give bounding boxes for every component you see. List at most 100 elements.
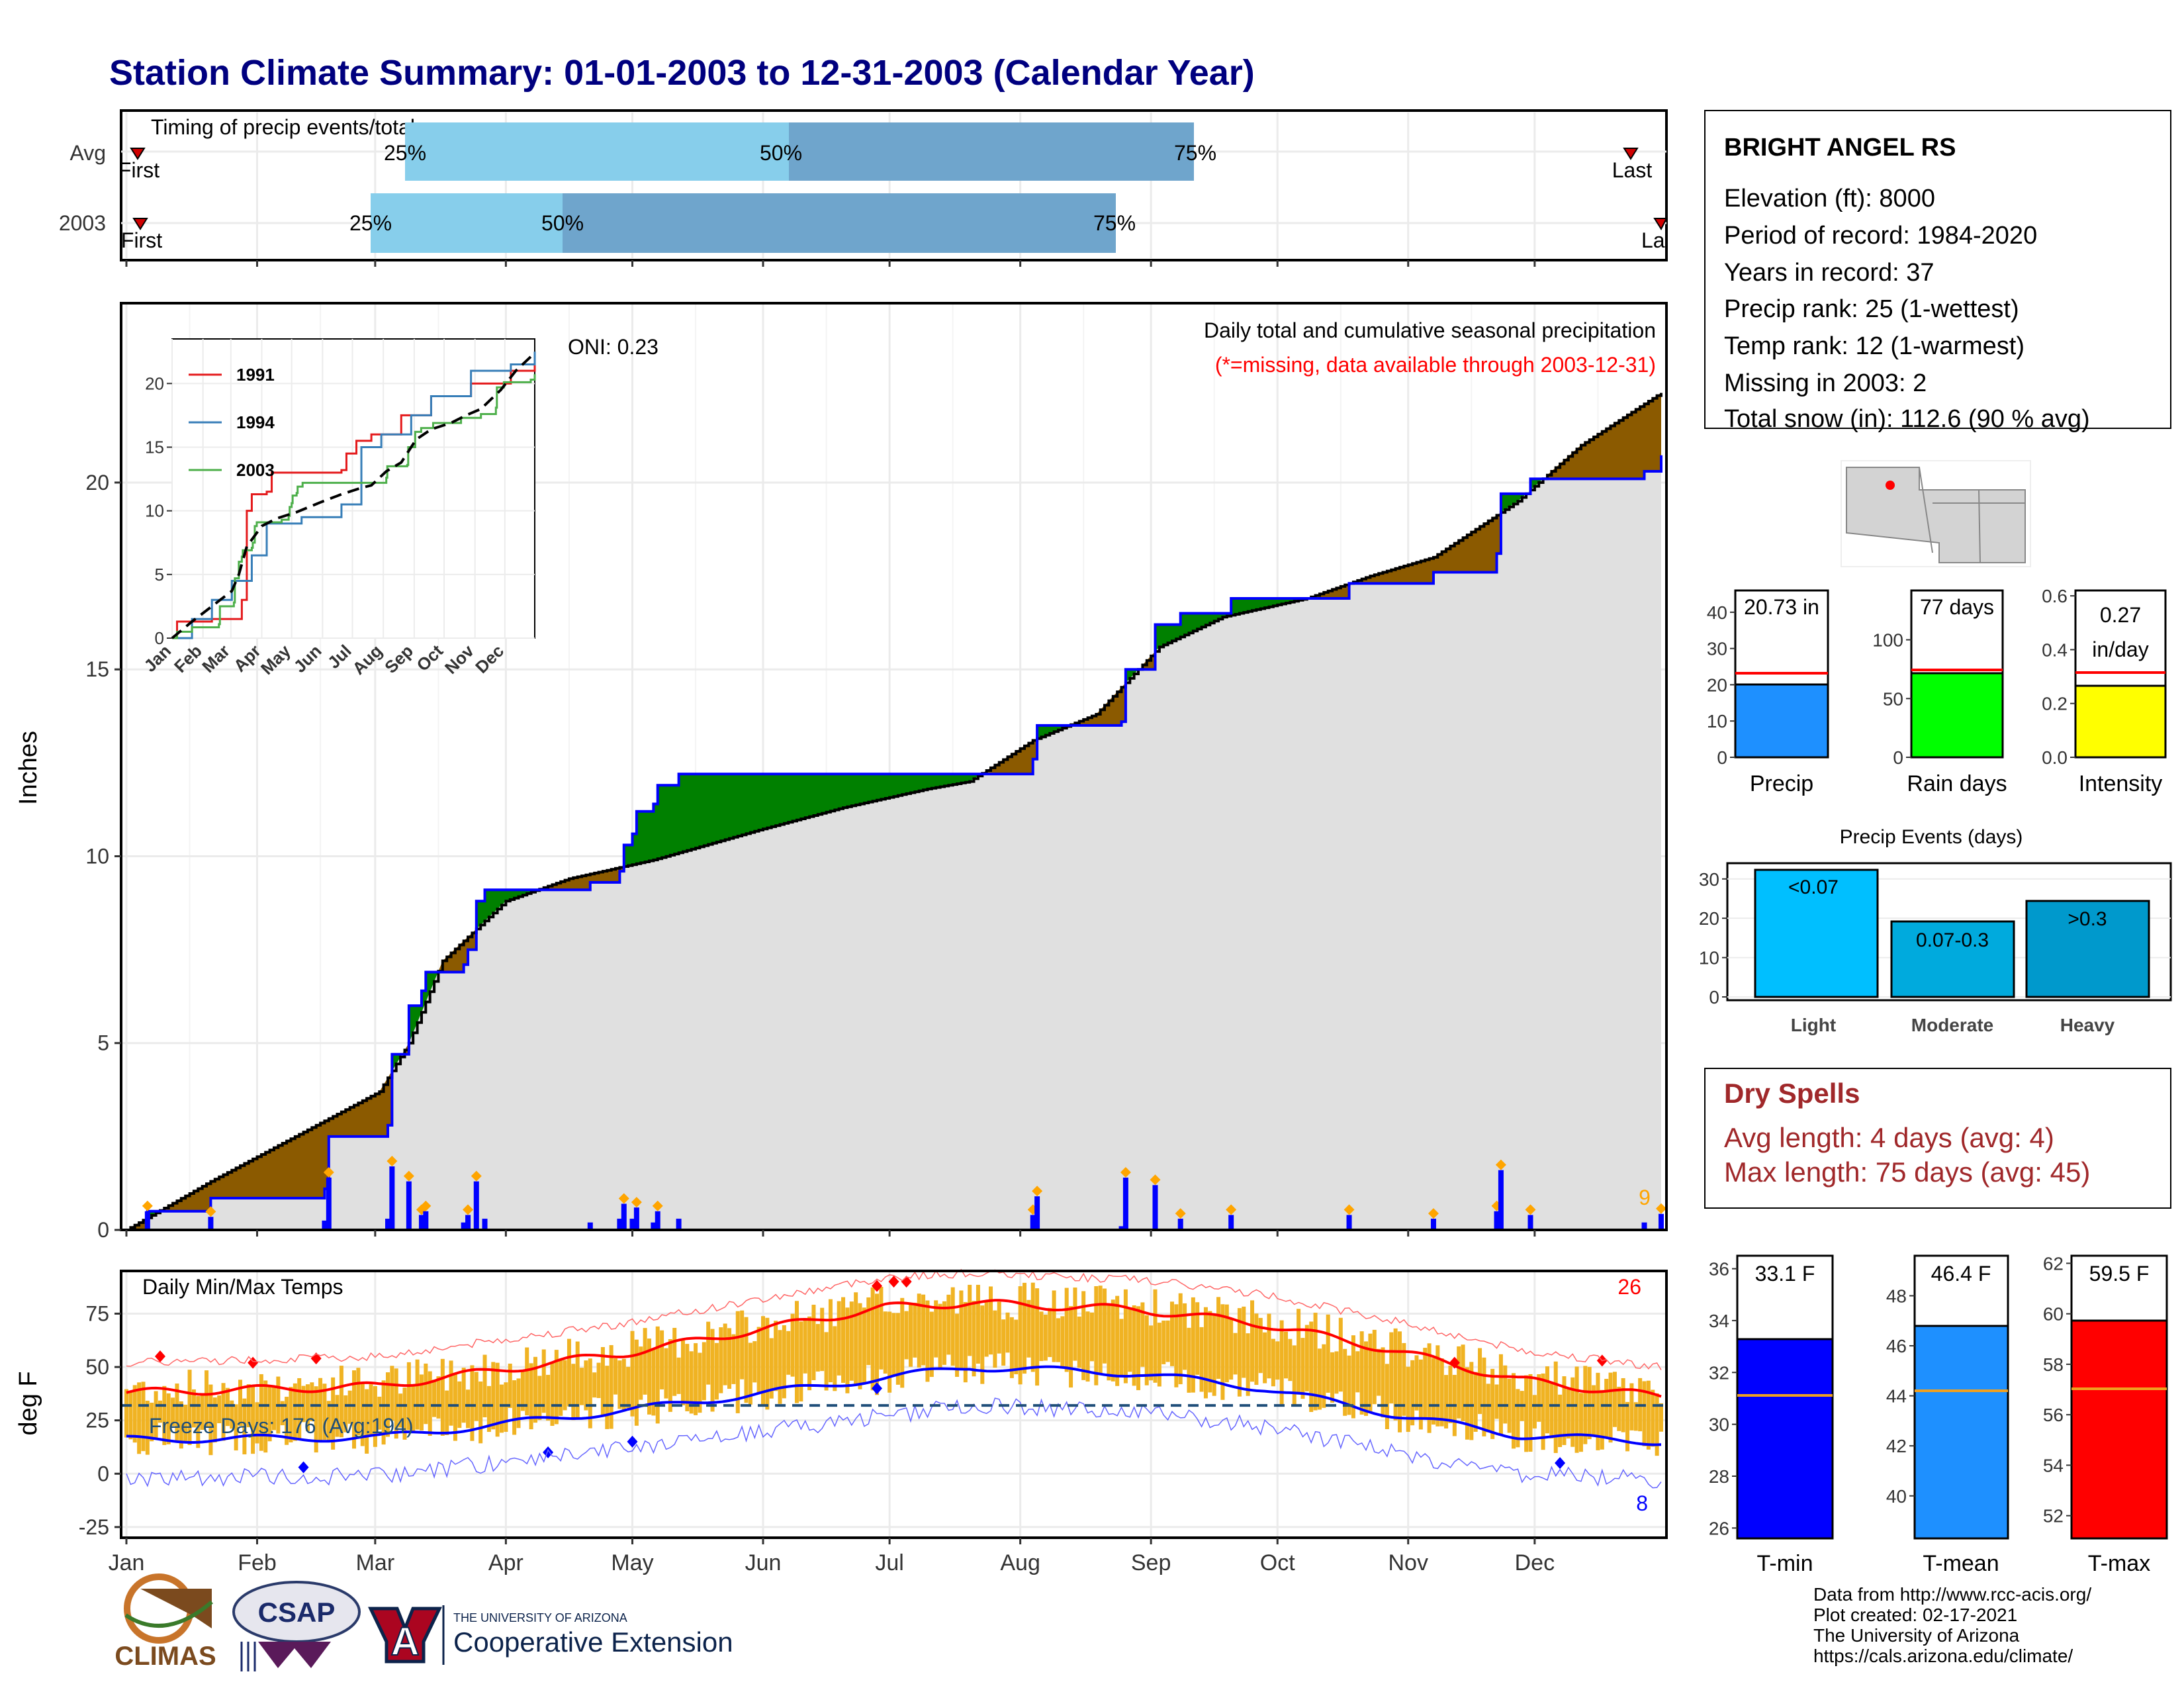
daily-temp-bar	[1140, 1302, 1145, 1367]
record-high-marker	[872, 1280, 883, 1292]
daily-temp-bar	[710, 1329, 715, 1412]
temp-ytick-label: 50	[85, 1355, 109, 1379]
avg-cumulative-line	[126, 393, 1662, 1231]
daily-temp-bar	[963, 1301, 968, 1383]
daily-temp-bar	[735, 1311, 740, 1413]
daily-temp-bar	[820, 1307, 825, 1372]
event-text-light: <0.07	[1788, 876, 1839, 898]
daily-temp-bar	[1423, 1348, 1428, 1420]
daily-temp-bar	[1330, 1352, 1335, 1403]
daily-temp-bar	[457, 1381, 462, 1429]
daily-temp-bar	[1161, 1320, 1166, 1364]
tmax-axis-tick-label: 56	[2043, 1405, 2064, 1425]
rain-days-axis-tick-label: 50	[1883, 688, 1903, 709]
daily-temp-bar	[508, 1364, 512, 1408]
daily-temp-bar	[500, 1384, 504, 1433]
timing-2003-last-marker	[1653, 218, 1668, 231]
daily-temp-bar	[1528, 1374, 1533, 1452]
daily-temp-bar	[605, 1366, 610, 1429]
daily-temp-bar	[946, 1294, 951, 1355]
rain-days-label: Rain days	[1907, 771, 2007, 796]
event-bar-heavy	[2025, 900, 2150, 998]
timing-avg-bar-q2	[789, 122, 1194, 181]
daily-temp-bar	[950, 1287, 955, 1366]
daily-temp-bar	[748, 1342, 752, 1405]
daily-temp-bar	[592, 1372, 597, 1398]
daily-temp-bar	[651, 1348, 656, 1416]
daily-temp-bar	[466, 1389, 471, 1429]
daily-precip-bar	[1152, 1185, 1158, 1230]
daily-temp-bar	[1541, 1373, 1545, 1450]
daily-temp-bar	[841, 1297, 846, 1383]
daily-temp-bar	[600, 1346, 605, 1417]
daily-temp-bar	[1549, 1383, 1554, 1439]
daily-temp-bar	[833, 1326, 837, 1391]
daily-temp-bar	[1035, 1288, 1040, 1386]
daily-temp-bar	[1444, 1375, 1449, 1429]
daily-temp-bar	[630, 1331, 635, 1417]
daily-temp-bar	[1009, 1317, 1014, 1378]
daily-temp-bar	[626, 1366, 631, 1408]
temp-ytick-label: 75	[85, 1301, 109, 1325]
snow-marker	[652, 1200, 663, 1211]
daily-temp-bar	[1056, 1318, 1060, 1362]
daily-temp-bar	[1300, 1338, 1305, 1399]
daily-precip-bar	[676, 1219, 682, 1230]
daily-precip-bar	[617, 1219, 623, 1230]
daily-temp-bar	[596, 1362, 601, 1399]
record-low-marker	[627, 1435, 638, 1448]
daily-temp-bar	[1149, 1325, 1154, 1381]
daily-temp-bar	[445, 1390, 449, 1435]
snow-marker	[1495, 1159, 1506, 1170]
tmean-axis-tick-label: 48	[1886, 1286, 1907, 1306]
station-line-0: Elevation (ft): 8000	[1724, 185, 1935, 212]
daily-temp-bar	[1030, 1282, 1035, 1372]
daily-temp-bar	[887, 1311, 892, 1393]
daily-temp-bar	[360, 1383, 365, 1446]
daily-temp-bar	[1292, 1345, 1297, 1405]
snow-marker	[631, 1197, 642, 1208]
daily-temp-bar	[145, 1400, 150, 1455]
daily-temp-bar	[1216, 1297, 1221, 1379]
daily-temp-bar	[1448, 1365, 1453, 1423]
event-bar-moderate	[1890, 920, 2015, 998]
daily-temp-bar	[424, 1363, 428, 1425]
daily-temp-bar	[1258, 1317, 1263, 1374]
daily-temp-bar	[1393, 1328, 1398, 1421]
snow-marker	[1226, 1204, 1237, 1215]
inset-legend-2003: 2003	[236, 460, 275, 480]
daily-temp-bar	[984, 1300, 989, 1357]
daily-temp-bar	[1153, 1289, 1158, 1383]
daily-temp-bar	[862, 1307, 866, 1383]
daily-temp-bar	[1132, 1305, 1136, 1386]
daily-temp-bar	[1461, 1344, 1465, 1421]
snow-marker	[205, 1206, 216, 1217]
timing-2003-bar-q1	[371, 193, 563, 253]
daily-temp-bar	[234, 1404, 238, 1451]
precip-total-axis-tick-label: 0	[1717, 747, 1727, 768]
daily-temp-bar	[1659, 1403, 1663, 1432]
daily-temp-bar	[132, 1385, 137, 1443]
daily-temp-bar	[495, 1362, 500, 1437]
daily-temp-bar	[668, 1338, 672, 1412]
daily-temp-bar	[676, 1357, 681, 1394]
daily-temp-bar	[1191, 1297, 1195, 1393]
daily-temp-bar	[849, 1301, 854, 1381]
daily-temp-bar	[980, 1305, 985, 1384]
daily-temp-bar	[955, 1313, 960, 1377]
station-name: BRIGHT ANGEL RS	[1724, 134, 1956, 162]
daily-temp-bar	[1242, 1306, 1246, 1378]
daily-temp-bar	[297, 1378, 302, 1438]
daily-temp-bar	[866, 1297, 871, 1366]
climas-logo: CLIMAS	[114, 1573, 216, 1671]
daily-temp-bar	[406, 1362, 411, 1430]
daily-temp-bar	[166, 1393, 171, 1444]
freeze-days: Freeze Days: 176 (Avg:194)	[149, 1414, 414, 1438]
timing-2003-q25: 25%	[349, 211, 392, 235]
daily-precip-bar	[655, 1211, 660, 1230]
daily-precip-bar	[1228, 1215, 1234, 1230]
timing-2003-last-label: La	[1641, 228, 1665, 252]
daily-temp-bar	[1562, 1376, 1567, 1445]
daily-temp-bar	[689, 1351, 694, 1414]
tmean-chart: 46.4 F 40 42 44 46 48 T-mean	[1886, 1254, 2009, 1576]
